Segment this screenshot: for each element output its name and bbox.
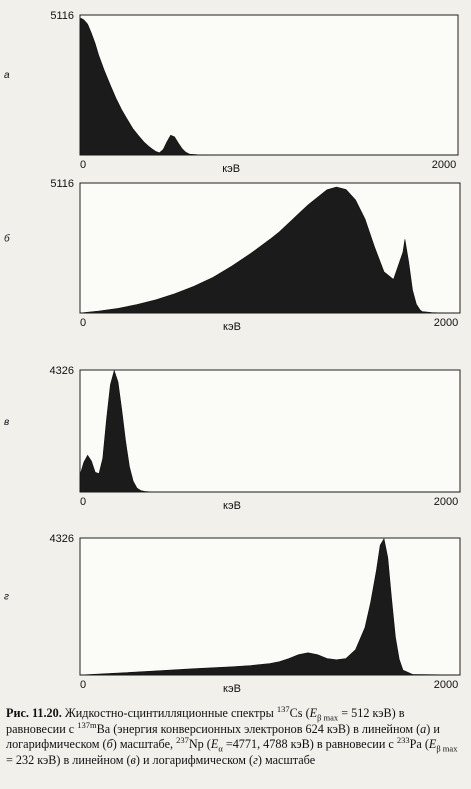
caption-text-10: ) и логарифмическом ( xyxy=(135,752,254,767)
caption-e1: E xyxy=(309,706,318,720)
caption-e3-sub: β max xyxy=(436,743,458,754)
chart-1-spectrum-area xyxy=(79,17,458,156)
chart-2-x-tick-2000: 2000 xyxy=(434,317,458,329)
caption-text-1: Жидкостно-сцинтилляционные спектры xyxy=(61,706,277,720)
caption-e1-sub: β max xyxy=(317,712,339,723)
caption-text-3: Ba (энергия конверсионных электронов 624… xyxy=(96,721,421,736)
caption-e3: E xyxy=(428,737,437,751)
chart-4-frame xyxy=(79,537,461,676)
chart-2-y-max-label: 5116 xyxy=(50,178,74,190)
chart-1-frame xyxy=(79,14,459,156)
chart-3-x-tick-2000: 2000 xyxy=(434,496,458,508)
caption-cs-mass: 137 xyxy=(276,703,290,714)
chart-1-x-tick-0: 0 xyxy=(80,159,86,171)
caption-np-mass: 237 xyxy=(176,734,189,745)
chart-2-spectrum-area xyxy=(79,186,461,314)
chart-1-panel-label: а xyxy=(4,70,10,81)
figure-caption: Рис. 11.20. Жидкостно-сцинтилляционные с… xyxy=(6,703,464,768)
caption-text-9: = 232 кэВ) в линейном ( xyxy=(6,752,131,767)
chart-1-x-axis-label: кэВ xyxy=(222,163,240,175)
chart-4-panel-label: г xyxy=(4,592,9,603)
chart-4-x-axis-label: кэВ xyxy=(223,683,241,695)
chart-2-x-tick-0: 0 xyxy=(80,317,86,329)
caption-text-8: Pa ( xyxy=(409,737,429,751)
chart-4-spectrum-area xyxy=(79,537,461,676)
chart-2-panel-label: б xyxy=(4,233,10,245)
caption-label-a: а xyxy=(420,721,427,736)
chart-3-x-tick-0: 0 xyxy=(80,496,86,508)
chart-4-y-max-label: 4326 xyxy=(50,533,74,545)
caption-text-4: ) и логарифмическом ( xyxy=(6,721,440,752)
caption-text-6: Np ( xyxy=(188,737,211,751)
caption-label-g: г xyxy=(253,752,258,767)
chart-3-x-axis-label: кэВ xyxy=(223,500,241,512)
chart-3-y-max-label: 4326 xyxy=(50,365,74,377)
caption-pa-mass: 233 xyxy=(396,734,410,745)
caption-text-2: = 512 кэВ) в равновесии с xyxy=(6,706,405,736)
chart-3-frame xyxy=(79,369,461,493)
caption-text-11: ) масштабе xyxy=(257,752,316,767)
caption-label-v: в xyxy=(130,752,136,767)
chart-1-x-tick-2000: 2000 xyxy=(432,159,456,171)
caption-e2-sub: α xyxy=(218,743,223,754)
chart-3-spectrum-area xyxy=(79,369,460,493)
caption-figure-number: Рис. 11.20. xyxy=(6,706,62,720)
chart-4-x-tick-0: 0 xyxy=(80,679,86,691)
caption-ba-mass: 137m xyxy=(77,719,97,730)
chart-4-x-tick-2000: 2000 xyxy=(434,679,458,691)
caption-cs: Cs ( xyxy=(289,706,310,720)
caption-text-5: ) масштабе, xyxy=(112,737,177,751)
caption-label-b: б xyxy=(106,737,113,751)
figure-spectra: 5116 0 2000 кэВ а 5116 0 2000 кэВ б 4326 0 2000 кэВ в 4… xyxy=(4,10,461,695)
chart-3-panel-label: в xyxy=(4,417,9,428)
chart-2-x-axis-label: кэВ xyxy=(223,321,241,333)
caption-text-7: =4771, 4788 кэВ) в равновесии с xyxy=(222,737,397,751)
caption-e2: E xyxy=(210,737,219,751)
chart-1-y-max-label: 5116 xyxy=(50,10,74,22)
